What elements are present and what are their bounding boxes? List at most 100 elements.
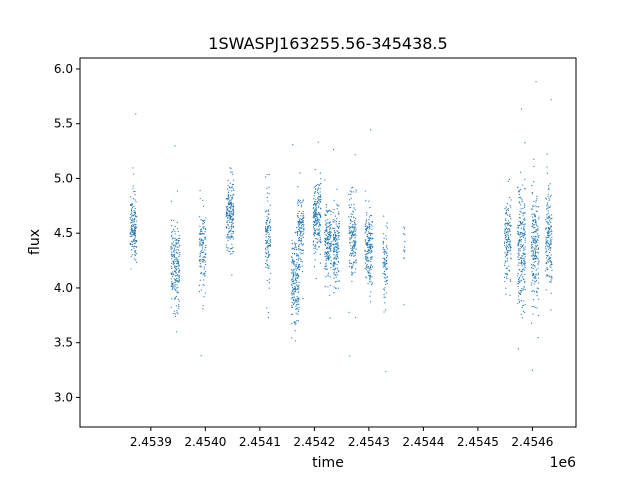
data-point (534, 205, 536, 207)
data-point (301, 226, 303, 228)
y-tick-label: 5.5 (54, 117, 73, 131)
data-point (177, 258, 179, 260)
data-point (229, 182, 231, 184)
data-point (296, 262, 298, 264)
data-point (171, 255, 173, 257)
data-point (349, 223, 351, 225)
data-point (302, 243, 305, 245)
data-point (130, 222, 132, 224)
data-point (178, 300, 180, 302)
data-point (532, 251, 535, 253)
data-point (330, 223, 332, 226)
data-point (534, 224, 536, 226)
data-point (130, 210, 133, 212)
data-point (173, 219, 175, 222)
data-point (299, 230, 301, 233)
data-point (232, 203, 235, 205)
data-point (521, 276, 524, 278)
data-point (335, 249, 337, 251)
data-point (133, 251, 136, 253)
data-point (268, 233, 270, 235)
data-point (384, 309, 387, 311)
data-point (300, 225, 303, 227)
data-point (382, 246, 384, 249)
data-point (204, 231, 206, 233)
data-point (384, 266, 386, 268)
data-point (265, 176, 267, 178)
data-point (296, 253, 298, 255)
data-point (338, 238, 340, 240)
data-point (368, 239, 371, 241)
data-point (369, 129, 372, 131)
data-point (315, 205, 317, 207)
data-point (292, 296, 294, 298)
data-point (319, 172, 321, 174)
data-point (204, 237, 206, 239)
data-point (202, 305, 204, 307)
data-point (333, 286, 335, 288)
data-point (202, 283, 204, 286)
data-point (171, 281, 173, 283)
data-point (175, 260, 177, 263)
data-point (371, 243, 373, 245)
data-point (313, 232, 315, 234)
data-point (132, 240, 135, 242)
data-point (324, 237, 326, 239)
data-point (521, 244, 523, 247)
data-point (134, 211, 136, 213)
data-point (546, 262, 548, 264)
data-point (171, 267, 173, 270)
data-point (135, 259, 137, 261)
data-point (403, 246, 406, 248)
data-point (300, 204, 303, 206)
data-point (505, 246, 507, 248)
data-point (505, 227, 508, 229)
data-point (547, 226, 550, 229)
data-point (348, 204, 350, 206)
data-point (265, 255, 267, 258)
data-point (349, 226, 352, 228)
data-point (545, 250, 547, 252)
data-point (531, 193, 533, 195)
data-point (366, 233, 368, 236)
data-point (368, 222, 370, 224)
data-point (301, 265, 303, 267)
data-point (299, 202, 302, 204)
data-point (368, 216, 371, 218)
data-point (131, 203, 134, 205)
data-point (351, 247, 354, 249)
x-tick-label: 2.4542 (293, 435, 335, 449)
data-point (350, 234, 352, 236)
data-point (296, 284, 298, 286)
data-point (170, 248, 172, 250)
data-point (227, 233, 229, 235)
data-point (313, 235, 316, 237)
data-point (327, 286, 329, 288)
data-point (325, 268, 327, 270)
data-point (324, 241, 327, 243)
data-point (351, 225, 353, 227)
data-point (267, 244, 269, 247)
data-point (177, 273, 179, 276)
data-point (301, 227, 303, 230)
data-point (348, 265, 351, 268)
data-point (200, 258, 202, 261)
data-point (545, 236, 547, 238)
data-point (174, 269, 176, 271)
data-point (298, 284, 300, 286)
data-point (232, 212, 235, 214)
data-point (538, 260, 540, 262)
data-point (551, 239, 553, 241)
data-point (334, 236, 336, 239)
data-point (265, 230, 267, 233)
data-point (303, 216, 305, 218)
data-point (504, 234, 507, 237)
data-point (546, 237, 548, 239)
data-point (319, 219, 321, 221)
data-point (317, 218, 319, 220)
data-point (329, 317, 331, 319)
data-point (509, 230, 511, 233)
data-point (384, 264, 387, 266)
data-point (364, 225, 366, 228)
data-point (549, 281, 551, 283)
